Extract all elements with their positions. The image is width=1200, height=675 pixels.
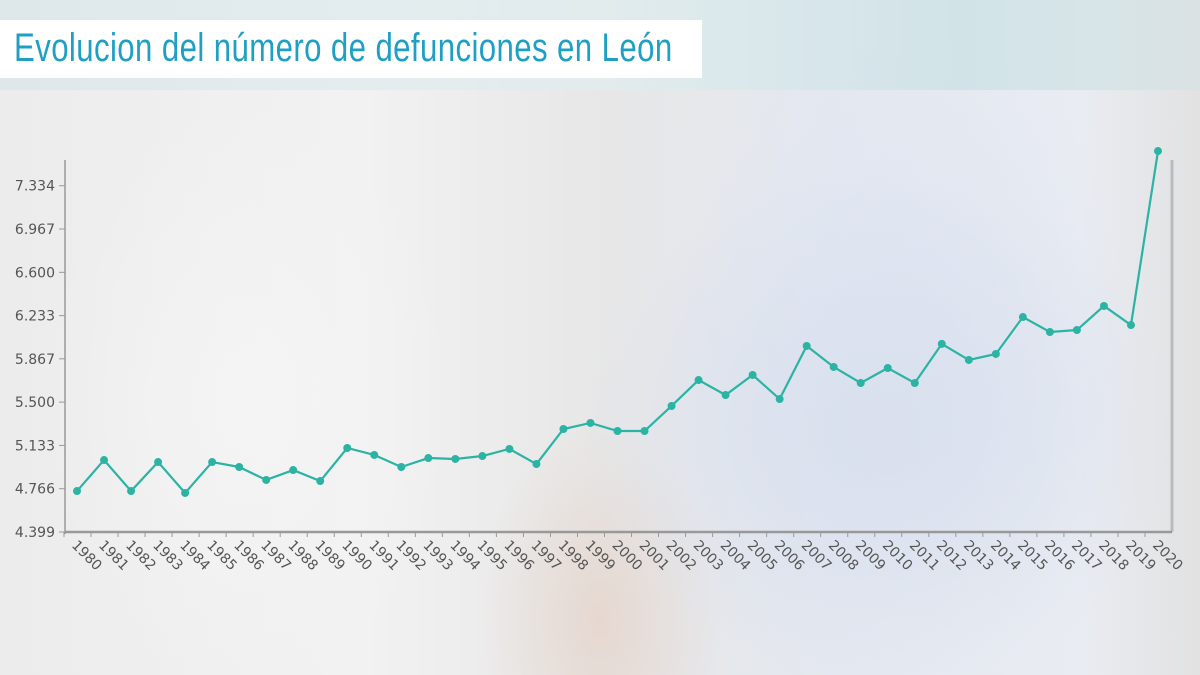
data-point	[505, 444, 514, 453]
x-tick-label: 2007	[798, 538, 835, 575]
x-tick-label: 1995	[474, 538, 511, 575]
x-tick-label: 2019	[1122, 538, 1159, 575]
x-tick-label: 1996	[501, 538, 538, 575]
data-point	[208, 458, 217, 467]
x-tick-label: 1983	[149, 538, 186, 575]
y-tick-label: 7.334	[15, 179, 55, 195]
x-tick-label: 2004	[717, 538, 754, 575]
x-tick-label: 1999	[582, 538, 619, 575]
title-banner: Evolucion del número de defunciones en L…	[0, 20, 702, 78]
x-tick-label: 1997	[528, 538, 565, 575]
data-point	[883, 364, 892, 373]
x-tick-label: 1987	[257, 538, 294, 575]
x-tick-label: 1992	[392, 538, 429, 575]
data-point	[775, 395, 784, 404]
y-tick-label: 5.133	[15, 438, 55, 454]
x-tick-label: 1986	[230, 538, 267, 575]
x-tick-label: 2010	[879, 538, 916, 575]
y-tick-label: 6.600	[15, 265, 55, 281]
x-tick-label: 2013	[960, 538, 997, 575]
data-point	[1126, 321, 1135, 330]
data-point	[613, 427, 622, 436]
data-point	[1018, 313, 1027, 322]
x-tick-label: 2006	[771, 538, 808, 575]
series-line	[76, 150, 1160, 495]
x-tick-label: 1998	[555, 538, 592, 575]
data-point	[127, 487, 136, 496]
data-point	[262, 475, 271, 484]
data-point	[532, 460, 541, 469]
data-point	[1099, 301, 1108, 310]
data-point	[856, 378, 865, 387]
data-point	[559, 425, 568, 434]
data-point	[316, 477, 325, 486]
x-tick-label: 2020	[1149, 538, 1186, 575]
data-point	[73, 487, 81, 496]
data-point	[370, 450, 379, 459]
data-point	[181, 488, 190, 497]
x-tick-label: 2000	[609, 538, 646, 575]
x-tick-label: 2012	[933, 538, 970, 575]
x-tick-label: 2009	[852, 538, 889, 575]
x-tick-label: 2014	[987, 538, 1024, 575]
x-tick-label: 1980	[68, 538, 105, 575]
x-tick-label: 1991	[365, 538, 402, 575]
x-tick-label: 2008	[825, 538, 862, 575]
data-point	[667, 401, 676, 410]
y-tick-label: 5.867	[15, 352, 55, 368]
x-tick-label: 2011	[906, 538, 943, 575]
data-point	[991, 349, 1000, 358]
x-tick-label: 1984	[176, 538, 213, 575]
x-tick-label: 1982	[122, 538, 159, 575]
data-point	[397, 462, 406, 471]
data-point	[100, 456, 109, 465]
data-point	[289, 466, 298, 475]
data-point	[802, 341, 811, 350]
data-point	[964, 355, 973, 364]
y-tick-label: 6.233	[15, 309, 55, 325]
x-tick-label: 2015	[1014, 538, 1051, 575]
data-point	[451, 454, 460, 463]
x-tick-label: 1989	[311, 538, 348, 575]
data-point	[1045, 328, 1054, 337]
data-point	[1154, 147, 1162, 156]
data-point	[1072, 326, 1081, 335]
chart-title: Evolucion del número de defunciones en L…	[14, 26, 673, 70]
data-point	[586, 418, 595, 427]
data-point	[748, 370, 757, 379]
x-tick-label: 2018	[1095, 538, 1132, 575]
data-point	[478, 452, 487, 461]
data-point	[640, 427, 649, 436]
data-point	[937, 339, 946, 348]
y-tick-label: 4.399	[15, 525, 55, 541]
x-tick-label: 2016	[1041, 538, 1078, 575]
data-point	[829, 362, 838, 371]
x-tick-label: 2001	[636, 538, 673, 575]
x-tick-label: 1988	[284, 538, 321, 575]
data-point	[694, 376, 703, 385]
x-tick-label: 1985	[203, 538, 240, 575]
data-point	[721, 391, 730, 400]
y-tick-label: 6.967	[15, 222, 55, 238]
x-tick-label: 1990	[338, 538, 375, 575]
x-tick-label: 2017	[1068, 538, 1105, 575]
data-point	[235, 462, 244, 471]
x-tick-label: 1993	[419, 538, 456, 575]
x-tick-label: 1994	[447, 538, 484, 575]
y-tick-label: 5.500	[15, 395, 55, 411]
data-point	[424, 454, 433, 463]
data-point	[154, 458, 163, 467]
x-tick-label: 2003	[690, 538, 727, 575]
data-point	[343, 443, 352, 452]
x-tick-label: 2005	[744, 538, 781, 575]
x-tick-label: 1981	[95, 538, 132, 575]
y-tick-label: 4.766	[15, 482, 55, 498]
x-tick-label: 2002	[663, 538, 700, 575]
data-point	[910, 378, 919, 387]
